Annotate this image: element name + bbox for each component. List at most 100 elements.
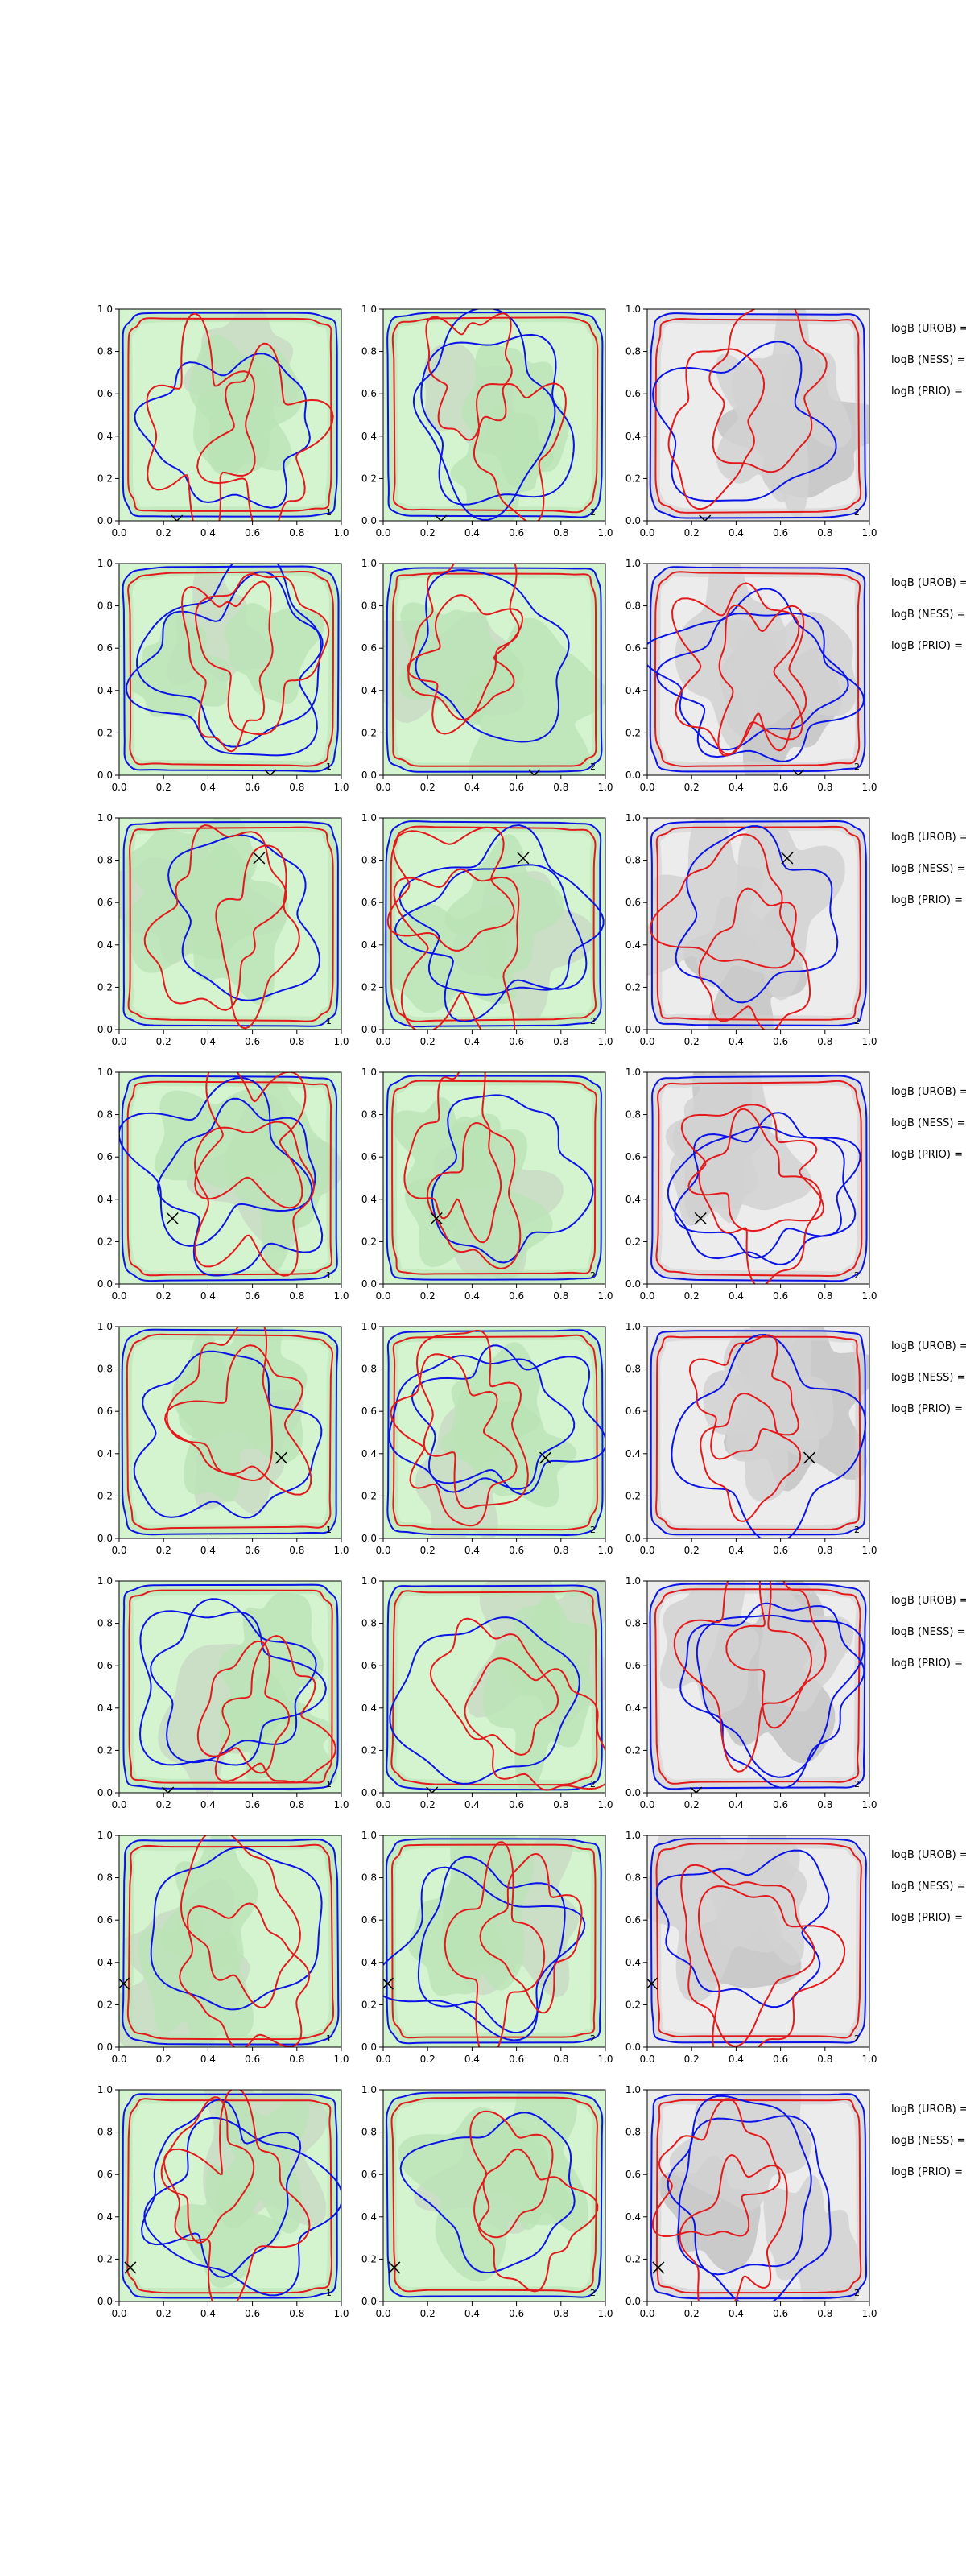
plot-frame [382, 563, 606, 776]
y-tick-label: 0.0 [97, 2296, 113, 2307]
x-marker [528, 769, 541, 775]
x-tick-label: 0.8 [817, 527, 832, 539]
red-contour [179, 1902, 311, 2047]
x-marker-stroke [171, 514, 178, 521]
y-tick-label: 0.2 [361, 1236, 377, 1247]
x-marker [426, 1786, 439, 1793]
plot-area [383, 2090, 605, 2301]
blue-contour [150, 1598, 317, 1764]
x-marker-stroke [517, 852, 530, 865]
logb-label: logB (UROB) = [891, 2103, 966, 2116]
subplot-r2-c3: 2 0.0 0.2 0.4 0.6 0.8 1.0 0.0 0.2 0.4 0.6 0.8 1.0 [625, 558, 877, 793]
density-region [659, 1581, 760, 1715]
x-tick-label: 0.6 [245, 1799, 260, 1810]
corner-label: 1 [326, 762, 332, 772]
corner-label: 2 [854, 1779, 860, 1790]
red-contour [407, 594, 523, 735]
y-tick-label: 0.2 [97, 473, 113, 484]
red-contour [473, 382, 567, 521]
red-contour [126, 1333, 333, 1530]
density-border-band [120, 1327, 340, 1537]
blue-contour [138, 1610, 327, 1766]
y-tick-label: 0.8 [97, 1618, 113, 1629]
y-tick-label: 1.0 [625, 558, 641, 569]
x-marker-stroke [269, 769, 277, 775]
plot-area [647, 1581, 869, 1793]
blue-contour [655, 612, 865, 762]
x-tick-label: 1.0 [597, 1545, 613, 1556]
y-tick-label: 0.4 [625, 2211, 641, 2223]
y-tick-label: 0.6 [361, 1660, 377, 1671]
subplot-r1-c3: 2 0.0 0.2 0.4 0.6 0.8 1.0 0.0 0.2 0.4 0.6 0.8 1.0 [625, 303, 877, 539]
density-region [169, 841, 288, 1005]
y-tick-label: 0.2 [97, 1490, 113, 1501]
x-marker-stroke [275, 1451, 288, 1464]
x-tick-label: 0.8 [553, 1799, 568, 1810]
blue-contour [150, 1846, 323, 2011]
plot-area [383, 309, 605, 521]
corner-label: 1 [326, 1525, 332, 1535]
red-contour [479, 1852, 583, 2014]
y-tick-label: 0.2 [625, 981, 641, 993]
red-contour [196, 342, 334, 521]
x-tick-label: 0.0 [375, 1799, 390, 1810]
red-contour [391, 1080, 597, 1275]
y-tick-label: 0.2 [97, 981, 113, 993]
y-tick-label: 0.0 [361, 515, 377, 526]
logb-label: logB (UROB) = [891, 577, 966, 589]
red-contour [426, 1121, 522, 1269]
x-marker-stroke [162, 1786, 169, 1793]
x-tick-label: 0.2 [684, 782, 700, 793]
x-tick-label: 0.2 [420, 1290, 436, 1302]
x-tick-label: 0.0 [639, 2308, 654, 2319]
y-tick-label: 0.0 [361, 2296, 377, 2307]
y-tick-label: 1.0 [361, 1321, 377, 1332]
y-tick-label: 0.0 [625, 1533, 641, 1544]
y-tick-label: 0.2 [625, 1999, 641, 2010]
density-border-band [649, 819, 869, 1028]
x-tick-label: 1.0 [597, 2308, 613, 2319]
y-tick-label: 0.2 [625, 727, 641, 738]
x-marker-stroke [431, 1786, 439, 1793]
red-contour [464, 1657, 605, 1791]
density-region [218, 1592, 324, 1740]
x-tick-label: 0.2 [420, 527, 436, 539]
density-region [464, 617, 605, 775]
x-tick-label: 0.0 [375, 2308, 390, 2319]
x-marker-stroke [528, 769, 535, 775]
y-tick-label: 1.0 [361, 1067, 377, 1078]
x-tick-label: 1.0 [597, 527, 613, 539]
x-marker-stroke [694, 1212, 707, 1225]
density-region [171, 1331, 275, 1503]
plot-area [383, 1581, 605, 1793]
subplot-r1-c2: 2 0.0 0.2 0.4 0.6 0.8 1.0 0.0 0.2 0.4 0.6 0.8 1.0 [361, 303, 613, 539]
y-tick-label: 0.8 [97, 601, 113, 612]
density-border-band [120, 311, 340, 518]
plot-frame [118, 2089, 342, 2302]
x-tick-label: 0.4 [729, 1036, 744, 1047]
x-tick-label: 0.8 [289, 2054, 304, 2065]
y-tick-label: 0.0 [625, 770, 641, 781]
y-tick-label: 0.0 [361, 1533, 377, 1544]
logb-label: logB (PRIO) = [891, 1403, 963, 1415]
x-tick-label: 1.0 [861, 1799, 877, 1810]
subplot-r8-c3: 2 0.0 0.2 0.4 0.6 0.8 1.0 0.0 0.2 0.4 0.6 0.8 1.0 [625, 2084, 877, 2319]
x-tick-label: 0.8 [817, 1290, 832, 1302]
x-tick-label: 0.2 [684, 1290, 700, 1302]
density-border-band [649, 1329, 867, 1537]
red-contour [143, 824, 287, 1011]
density-border-band [385, 566, 605, 774]
y-tick-label: 0.4 [97, 1957, 113, 1968]
density-border-band [384, 1836, 603, 2046]
y-tick-label: 0.2 [361, 1490, 377, 1501]
red-contour [214, 1634, 336, 1784]
x-tick-label: 0.4 [200, 527, 216, 539]
y-tick-label: 0.8 [361, 2127, 377, 2138]
y-tick-label: 1.0 [625, 1575, 641, 1587]
red-contour [425, 312, 513, 441]
y-tick-label: 1.0 [97, 303, 113, 315]
y-tick-label: 0.8 [361, 855, 377, 866]
x-marker-stroke [388, 2261, 401, 2274]
y-tick-label: 0.4 [97, 1194, 113, 1205]
y-tick-label: 0.4 [361, 431, 377, 442]
